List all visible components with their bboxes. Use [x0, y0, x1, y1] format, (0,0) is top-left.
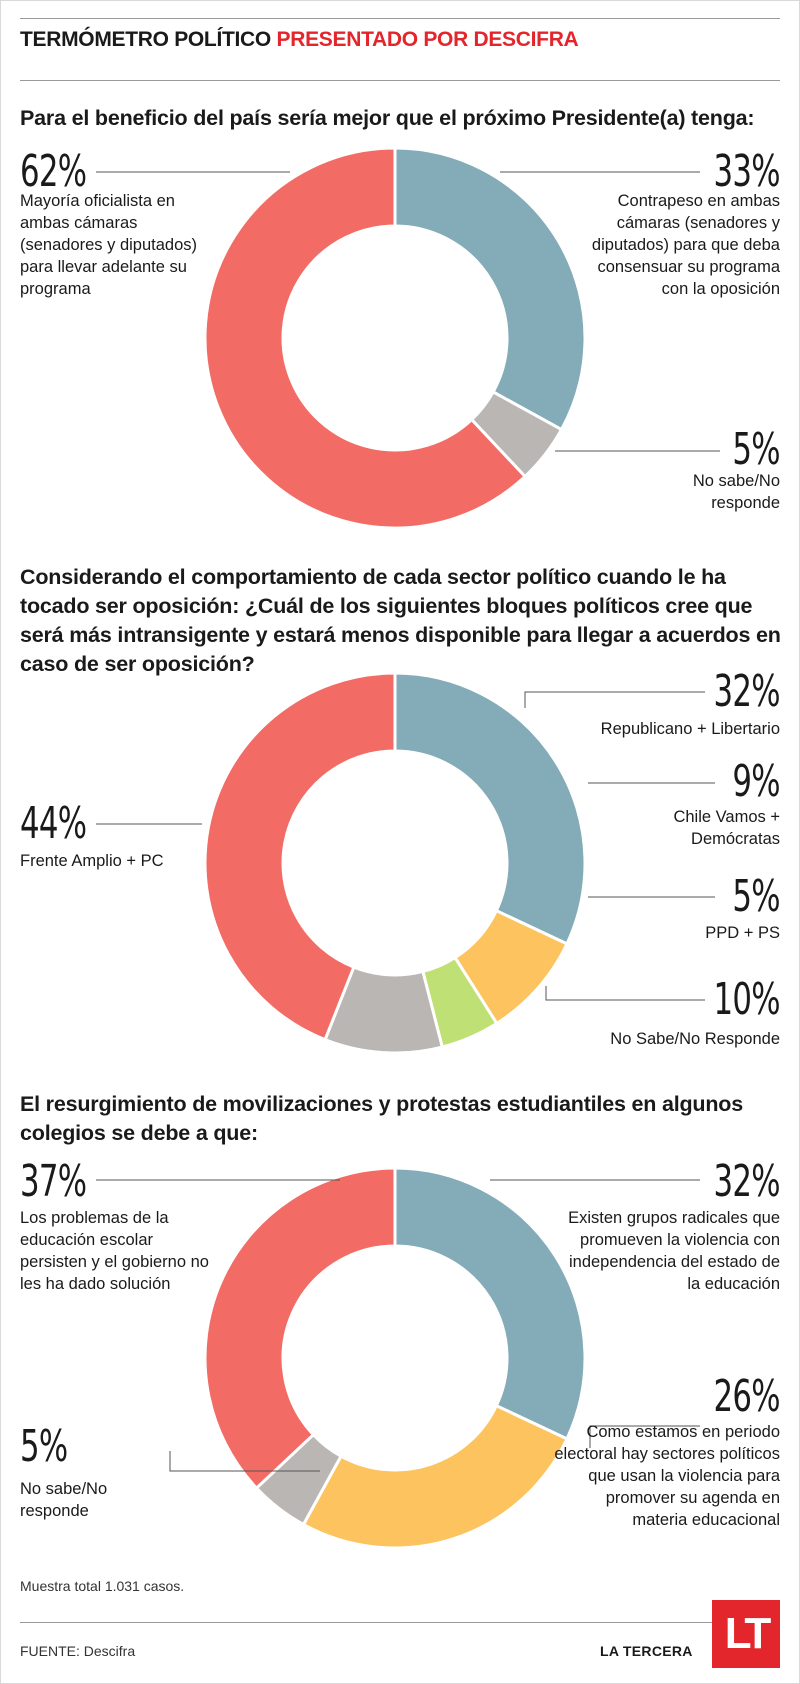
slice-label: Chile Vamos + Demócratas: [673, 808, 780, 848]
header: TERMÓMETRO POLÍTICO PRESENTADO POR DESCI…: [20, 28, 579, 52]
source-note: FUENTE: Descifra: [20, 1643, 136, 1659]
chart-2-leaders: [96, 691, 715, 1001]
slice-label: Contrapeso en ambas cámaras (senadores y…: [591, 192, 780, 298]
leader-line-10: [545, 986, 705, 1001]
pct-label: 10%: [713, 974, 781, 1025]
donut-slice-1-3: [203, 146, 528, 530]
pct-label: 32%: [713, 1156, 781, 1207]
question-2: Considerando el comportamiento de cada s…: [20, 565, 781, 676]
donut-slice-3-2: [301, 1403, 569, 1550]
pct-label: 44%: [20, 798, 87, 849]
pct-label: 33%: [713, 146, 781, 197]
sample-note: Muestra total 1.031 casos.: [20, 1578, 185, 1594]
slice-label: No sabe/No responde: [20, 1480, 108, 1520]
question-1: Para el beneficio del país sería mejor q…: [20, 106, 755, 130]
slice-label: Existen grupos radicales que promueven l…: [568, 1209, 780, 1293]
header-title: TERMÓMETRO POLÍTICO: [20, 28, 271, 51]
donut-chart-3: [203, 1166, 587, 1550]
publisher-name: LA TERCERA: [600, 1643, 693, 1659]
leader-line-32: [524, 691, 705, 708]
pct-label: 37%: [20, 1156, 87, 1207]
donut-slice-3-1: [393, 1166, 587, 1441]
slice-label: Frente Amplio + PC: [20, 852, 164, 870]
slice-label: Como estamos en periodo electoral hay se…: [554, 1423, 780, 1529]
leader-line-26: [589, 1425, 700, 1448]
chart-3-leaders: [96, 1179, 700, 1472]
pct-label: 5%: [732, 424, 781, 475]
pct-label: 9%: [732, 756, 781, 807]
pct-label: 26%: [713, 1371, 781, 1422]
pct-label: 5%: [20, 1421, 68, 1472]
slice-label: Los problemas de la educación escolar pe…: [20, 1209, 209, 1293]
slice-label: No Sabe/No Responde: [610, 1030, 780, 1048]
pct-label: 62%: [20, 146, 87, 197]
donut-chart-1: [203, 146, 587, 530]
chart-1-leaders: [96, 171, 720, 452]
slice-label: Mayoría oficialista en ambas cámaras (se…: [20, 192, 198, 298]
leader-line-5c: [169, 1451, 320, 1472]
footer-rule: [20, 1622, 780, 1623]
donut-chart-2: [203, 671, 587, 1055]
donut-slice-2-1: [393, 671, 587, 946]
slice-label: No sabe/No responde: [692, 472, 780, 512]
slice-label: PPD + PS: [705, 924, 780, 942]
donut-slice-3-4: [203, 1166, 397, 1491]
pct-label: 5%: [732, 871, 781, 922]
question-3: El resurgimiento de movilizaciones y pro…: [20, 1092, 743, 1145]
slice-label: Republicano + Libertario: [600, 720, 780, 738]
top-rule: [20, 18, 780, 19]
donut-slice-2-5: [203, 671, 397, 1042]
publisher-logo: LT: [712, 1600, 780, 1668]
donut-slice-1-1: [393, 146, 587, 432]
header-rule: [20, 80, 780, 81]
pct-label: 32%: [713, 666, 781, 717]
header-sponsor: PRESENTADO POR DESCIFRA: [276, 28, 579, 51]
